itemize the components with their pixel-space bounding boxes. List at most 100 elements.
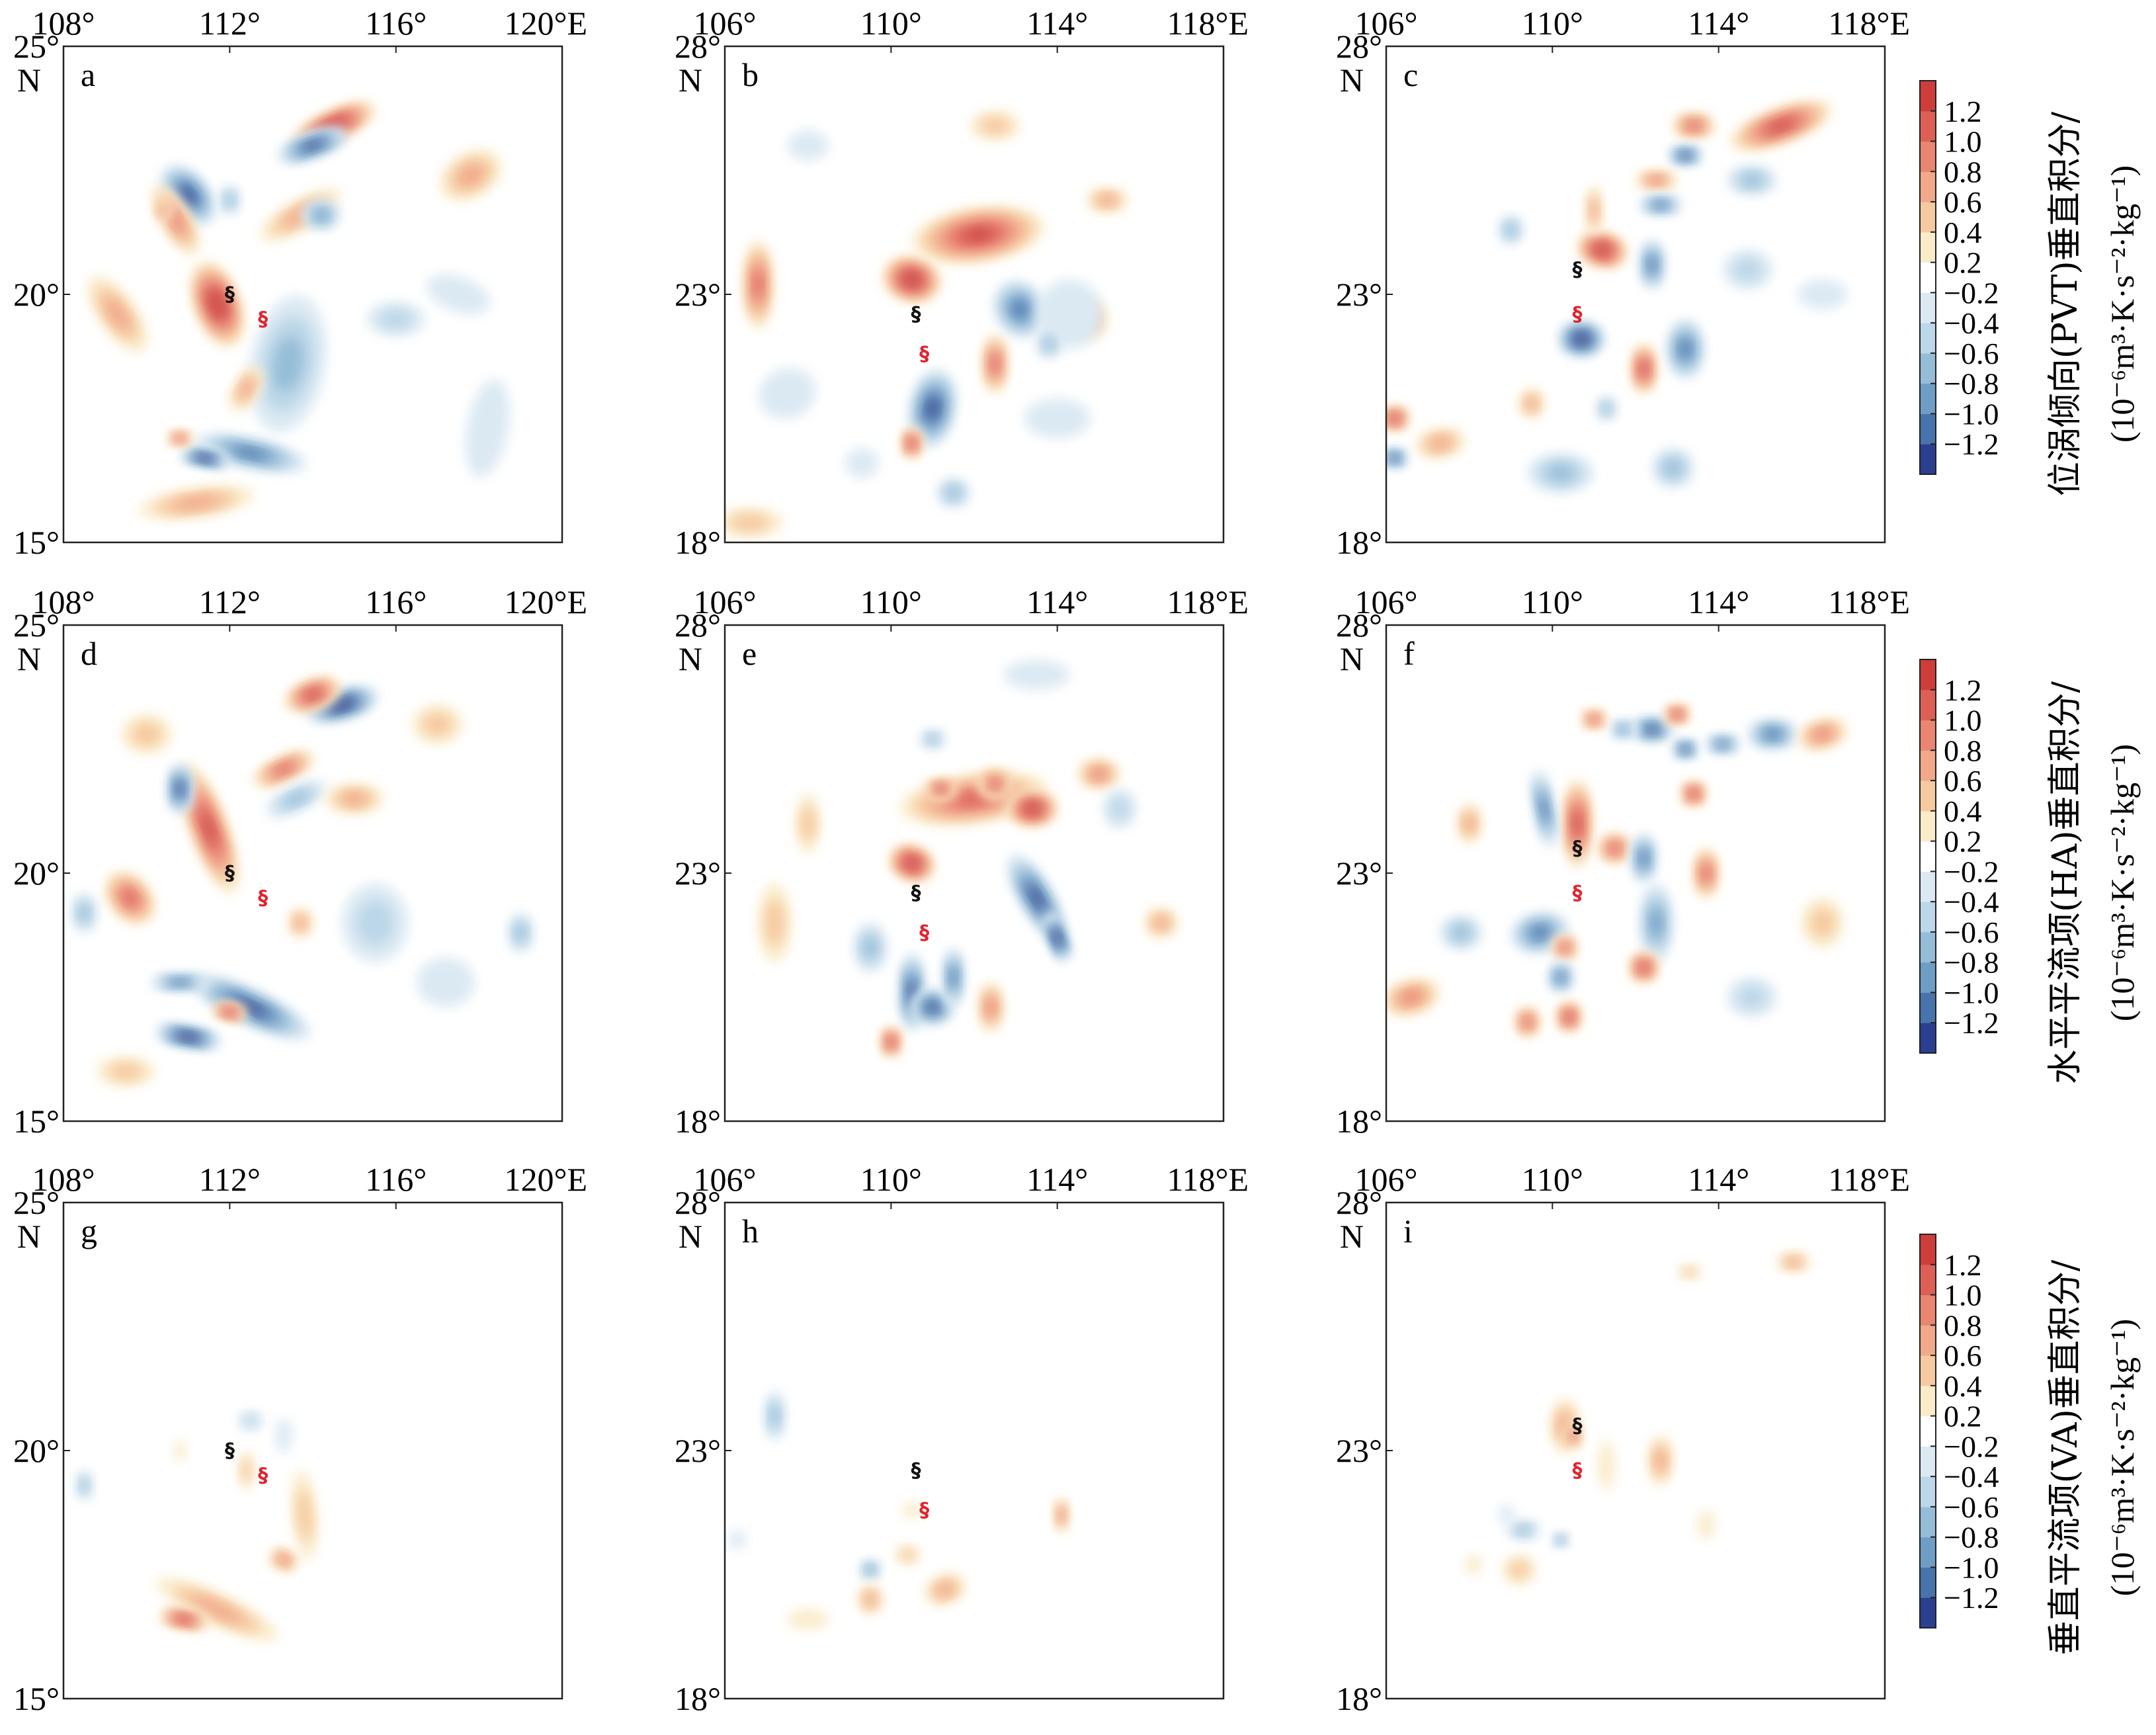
contour-positive-level — [104, 298, 131, 331]
contour-negative-level — [426, 274, 491, 315]
contour-negative-level — [1663, 459, 1682, 477]
contour-negative-level — [1054, 933, 1061, 943]
colorbar-tick-label: −0.8 — [1944, 946, 1999, 980]
colorbar-tick-label: −0.4 — [1944, 885, 1999, 919]
x-tick-label: 118°E — [1167, 1161, 1249, 1198]
colorbar-tick-label: 1.0 — [1944, 704, 1982, 738]
contour-negative-level — [464, 378, 511, 478]
colorbar-tick-label: −0.8 — [1944, 1521, 1999, 1554]
typhoon-marker-black: § — [911, 882, 921, 905]
y-axis-unit: N — [1340, 640, 1364, 677]
colorbar-swatch — [1920, 353, 1936, 384]
y-tick-label: 23° — [675, 1432, 721, 1469]
contour-field — [728, 1390, 1070, 1630]
contour-negative-level — [1737, 985, 1767, 1009]
colorbar-swatch — [1920, 902, 1936, 933]
colorbar-tick-label: 1.0 — [1944, 125, 1982, 159]
contour-negative-level — [927, 734, 938, 744]
typhoon-marker-black: § — [1573, 837, 1583, 861]
contour-positive-level — [1590, 199, 1598, 221]
colorbar-tick-label: 0.8 — [1944, 155, 1982, 189]
typhoon-marker-red: § — [919, 1499, 929, 1522]
contour-positive-level — [1655, 1449, 1667, 1472]
colorbar-tick-label: 0.4 — [1944, 794, 1982, 828]
contour-negative-level — [304, 141, 321, 150]
colorbar-tick-label: −0.4 — [1944, 1460, 1999, 1494]
contour-negative-level — [1601, 403, 1612, 414]
colorbar-swatch — [1920, 1234, 1936, 1265]
panel-label: a — [81, 56, 95, 93]
contour-positive-level — [990, 779, 1000, 788]
y-tick-label: 23° — [1336, 276, 1382, 313]
y-tick-label: 18° — [1336, 1680, 1382, 1717]
colorbar-tick-label: −1.0 — [1944, 1550, 1999, 1584]
colorbar-tick-label: −1.0 — [1944, 397, 1999, 431]
contour-negative-level — [1741, 173, 1763, 187]
colorbar-swatch — [1920, 871, 1936, 902]
contour-positive-level — [764, 899, 785, 947]
contour-field — [1386, 100, 1848, 493]
colorbar-swatch — [1920, 1385, 1936, 1417]
contour-positive-level — [1769, 120, 1793, 132]
colorbar-swatch — [1920, 1023, 1936, 1054]
contour-negative-level — [171, 979, 188, 986]
contour-negative-level — [786, 130, 829, 161]
colorbar-swatch — [1920, 781, 1936, 812]
colorbar-tick-label: −0.6 — [1944, 1490, 1999, 1524]
colorbar-tick-label: 0.2 — [1944, 1400, 1982, 1433]
typhoon-marker-black: § — [1573, 259, 1583, 282]
panel-c: 106° 110° 114° 118°E 28° 23° 18° N c § § — [1336, 5, 1910, 561]
contour-positive-level — [979, 116, 1011, 135]
y-tick-label: 28° — [1336, 607, 1382, 644]
contour-negative-level — [515, 923, 526, 942]
colorbar-swatch — [1920, 1416, 1936, 1447]
contour-negative-level — [1797, 278, 1848, 310]
contour-positive-level — [1429, 436, 1451, 450]
colorbar-frame — [1919, 1234, 1936, 1629]
contour-positive-level — [306, 690, 319, 699]
contour-field — [87, 101, 511, 521]
colorbar-tick-label: −0.4 — [1944, 306, 1999, 340]
typhoon-marker-red: § — [1573, 1459, 1583, 1482]
contour-positive-level — [1814, 728, 1831, 740]
contour-negative-level — [927, 1003, 938, 1011]
contour-negative-level — [243, 1414, 259, 1427]
contour-positive-level — [1702, 866, 1710, 880]
contour-positive-level — [241, 1458, 252, 1483]
y-tick-label: 25° — [13, 1184, 60, 1221]
colorbar-swatch — [1920, 1264, 1936, 1296]
colorbar-tick-label: −0.6 — [1944, 915, 1999, 949]
panel-h: 106° 110° 114° 118°E 28° 23° 18° N h § § — [675, 1161, 1249, 1717]
contour-negative-level — [946, 486, 961, 500]
contour-positive-level — [1153, 915, 1169, 930]
contour-negative-level — [866, 1566, 874, 1574]
y-tick-label: 25° — [13, 607, 60, 644]
contour-positive-level — [239, 378, 254, 399]
contour-negative-level — [334, 700, 350, 708]
contour-positive-level — [1561, 943, 1569, 952]
x-tick-label: 106° — [1355, 583, 1418, 620]
contour-positive-level — [176, 435, 184, 441]
contour-positive-level — [160, 206, 167, 214]
contour-positive-level — [294, 915, 306, 930]
contour-negative-level — [1532, 927, 1548, 939]
colorbar-swatch — [1920, 110, 1936, 142]
y-axis-unit: N — [17, 62, 41, 99]
contour-negative-level — [950, 969, 957, 986]
contour-negative-level — [1452, 925, 1470, 941]
contour-negative-level — [1540, 798, 1548, 820]
contour-positive-level — [1688, 122, 1700, 130]
contour-negative-level — [378, 308, 414, 330]
x-tick-label: 108° — [32, 1161, 95, 1198]
contour-negative-level — [1043, 337, 1055, 351]
y-tick-label: 15° — [13, 1680, 60, 1717]
x-tick-label: 114° — [1026, 5, 1088, 42]
contour-negative-level — [1557, 972, 1565, 982]
x-tick-label: 110° — [1522, 583, 1583, 620]
panel-a: 108° 112° 116° 120°E 25° 20° 15° N a § § — [13, 5, 587, 561]
colorbar-swatch — [1920, 1355, 1936, 1386]
contour-positive-level — [172, 495, 221, 511]
panel-f: 106° 110° 114° 118°E 28° 23° 18° N f § § — [1336, 583, 1910, 1140]
contour-negative-level — [199, 455, 210, 461]
plot-area — [63, 1203, 562, 1699]
